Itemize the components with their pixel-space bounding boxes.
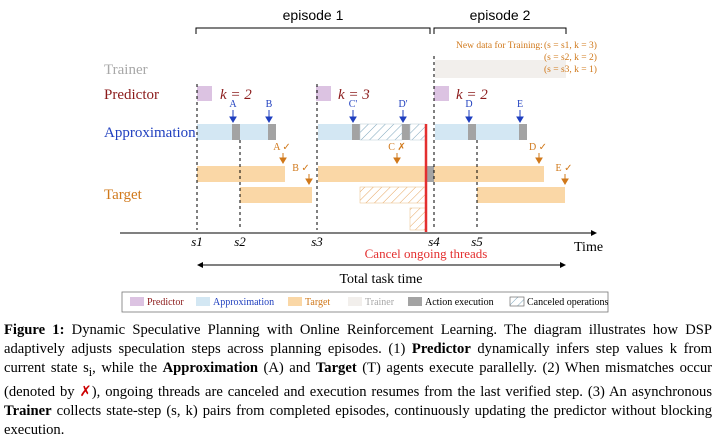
legend-approximation: Approximation	[213, 297, 274, 308]
caption-text-3: , while the	[92, 360, 158, 377]
k-label-1: k = 2	[220, 87, 252, 103]
predictor-block-1	[197, 86, 212, 101]
row-label-target: Target	[104, 187, 143, 203]
caption-sub-i: i	[88, 365, 93, 380]
trainer-bar	[435, 60, 566, 78]
target-marker-D: D ✓	[529, 142, 547, 153]
legend-predictor: Predictor	[147, 297, 184, 308]
target-marker-B: B ✓	[292, 163, 310, 174]
new-data-pair-2: (s = s2, k = 2)	[544, 52, 597, 63]
tick-s3: s3	[311, 234, 323, 249]
k-label-2: k = 3	[338, 87, 370, 103]
caption-predictor: Predictor	[411, 341, 471, 358]
tick-s1: s1	[191, 234, 203, 249]
approx-marker-C-prime: C'	[349, 99, 358, 110]
legend-trainer: Trainer	[365, 297, 395, 308]
target-row	[197, 166, 565, 231]
caption-text-7: collects state-step (s, k) pairs from co…	[4, 402, 712, 438]
episode-1-label: episode 1	[283, 7, 344, 23]
tick-s2: s2	[234, 234, 246, 249]
approximation-row	[197, 123, 527, 141]
legend-canceled: Canceled operations	[527, 297, 608, 308]
approx-marker-D: D	[465, 99, 472, 110]
row-label-approximation: Approximation	[104, 125, 196, 141]
predictor-block-3	[434, 86, 449, 101]
episode-2-brace: episode 2	[433, 7, 567, 34]
caption-text-4: (A) and	[263, 360, 311, 377]
tick-s5: s5	[471, 234, 483, 249]
legend-action-execution: Action execution	[425, 297, 494, 308]
approx-marker-D-prime: D'	[398, 99, 407, 110]
caption-trainer: Trainer	[4, 402, 52, 419]
caption-text-5: (T) agents execute parallelly. (2) When …	[4, 360, 712, 400]
target-marker-C: C ✗	[388, 142, 406, 153]
mismatch-icon: ✗	[79, 383, 92, 400]
time-axis-label: Time	[574, 240, 603, 255]
episode-1-brace: episode 1	[195, 7, 431, 34]
dsp-timeline-diagram: episode 1 episode 2 Trainer Predictor Ap…	[104, 7, 608, 313]
approx-marker-A: A	[229, 99, 237, 110]
figure-caption: Figure 1: Dynamic Speculative Planning w…	[4, 321, 712, 440]
legend-target: Target	[305, 297, 330, 308]
row-label-predictor: Predictor	[104, 87, 159, 103]
caption-approximation: Approximation	[162, 360, 259, 377]
approx-marker-E: E	[517, 99, 523, 110]
target-marker-E: E ✓	[556, 163, 573, 174]
new-data-title: New data for Training:	[456, 40, 543, 51]
approx-marker-B: B	[266, 99, 273, 110]
tick-s4: s4	[428, 234, 440, 249]
total-time-label: Total task time	[339, 272, 422, 287]
episode-2-label: episode 2	[470, 7, 531, 23]
cancel-label: Cancel ongoing threads	[365, 246, 488, 261]
legend: Predictor Approximation Target Trainer A…	[121, 291, 608, 313]
caption-title: Dynamic Speculative Planning with Online…	[71, 322, 498, 338]
caption-target: Target	[315, 360, 357, 377]
caption-text-1: The diagram illustrates how DSP adaptive…	[4, 322, 712, 358]
new-data-pair-3: (s = s3, k = 1)	[544, 64, 597, 75]
k-label-3: k = 2	[456, 87, 488, 103]
row-label-trainer: Trainer	[104, 62, 148, 78]
target-marker-A: A ✓	[273, 142, 291, 153]
new-data-pair-1: (s = s1, k = 3)	[544, 40, 597, 51]
caption-figure-label: Figure 1:	[4, 322, 65, 338]
caption-text-6: ), ongoing threads are canceled and exec…	[91, 383, 712, 400]
caption-text-2: dynamically infers step values k from cu…	[4, 341, 712, 377]
predictor-block-2	[316, 86, 331, 101]
